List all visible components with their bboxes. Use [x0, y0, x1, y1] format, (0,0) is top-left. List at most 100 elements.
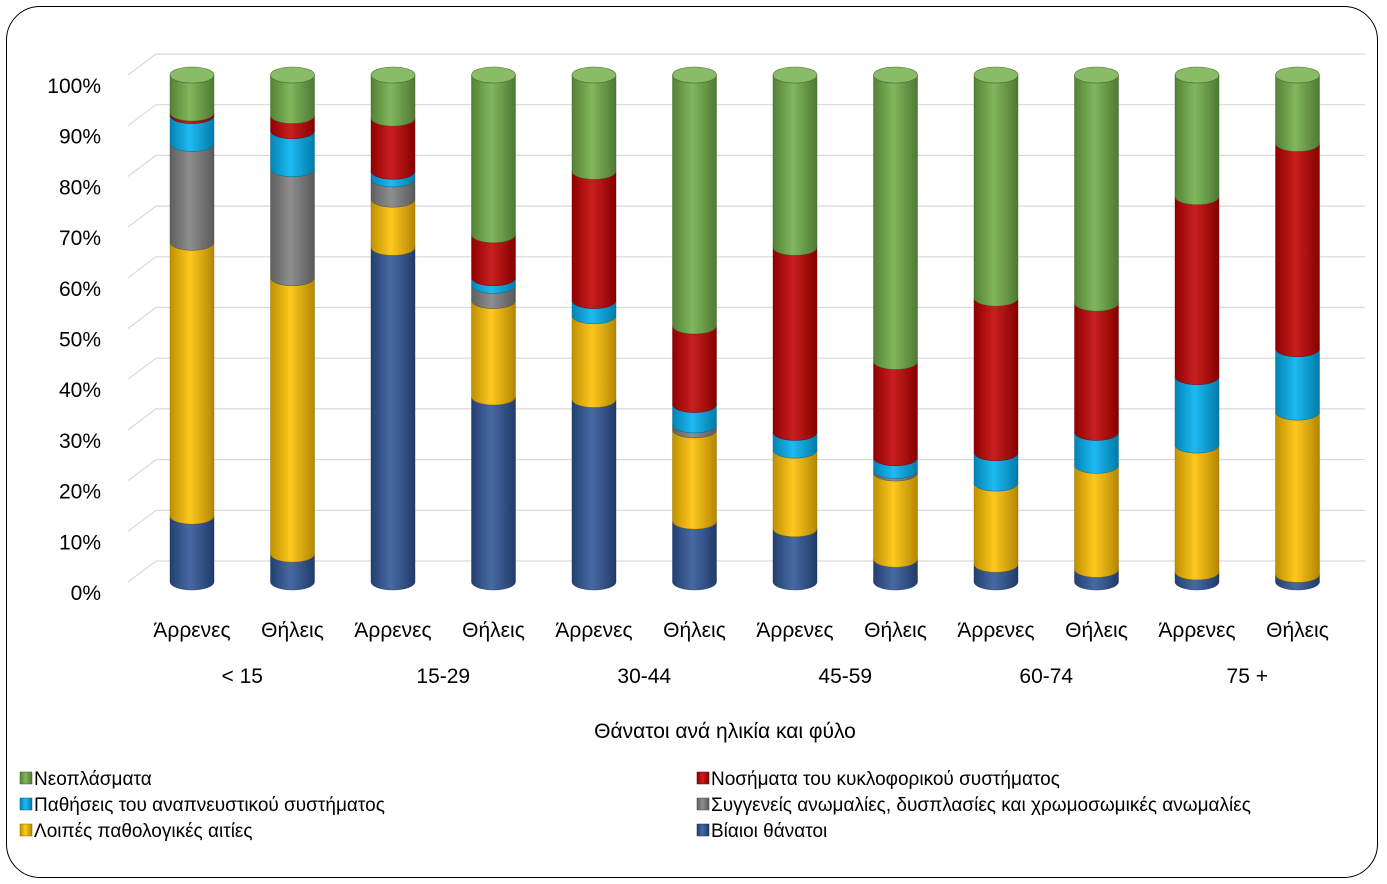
gridline-10 — [127, 509, 1365, 532]
y-tick-label: 0% — [71, 582, 101, 605]
bar-segment — [471, 300, 516, 406]
bar-cap — [873, 66, 918, 84]
gridline-0 — [127, 560, 1365, 583]
bar-cap — [471, 66, 516, 84]
y-tick-label: 30% — [59, 430, 101, 453]
bar-segment — [1074, 465, 1119, 578]
bar-segment — [169, 143, 215, 251]
bar-cap — [169, 66, 215, 84]
x-axis-categories: Άρρενες Θήλεις Άρρενες Θήλεις Άρρενες Θήλεις Ά… — [153, 619, 1328, 642]
bar-cap — [571, 66, 617, 84]
bar-segment — [672, 429, 717, 530]
legend-swatch — [19, 771, 33, 785]
x-group-label: 15-29 — [416, 665, 470, 688]
x-category-label: Άρρενες — [756, 619, 833, 642]
x-category-label: Άρρενες — [153, 619, 230, 642]
gridline-60 — [127, 256, 1365, 279]
legend-swatch — [696, 771, 710, 785]
bars — [169, 66, 1320, 591]
bar-segment — [1174, 196, 1220, 385]
legend-label: Νεοπλάσματα — [34, 769, 152, 790]
bar-segment — [471, 396, 516, 591]
bar-segment — [1275, 143, 1320, 357]
legend-label: Βίαιοι θάνατοι — [711, 821, 827, 842]
bar-segment — [973, 298, 1019, 461]
bar-segment — [1074, 74, 1119, 312]
bar-segment — [1275, 74, 1320, 152]
bar-segment — [1174, 74, 1220, 205]
bar-segment — [270, 277, 315, 563]
x-category-label: Θήλεις — [462, 619, 525, 642]
y-tick-label: 90% — [59, 126, 101, 149]
gridline-30 — [127, 408, 1365, 431]
x-category-label: Άρρενες — [1158, 619, 1235, 642]
bar-cap — [672, 66, 717, 84]
bar-cap — [1174, 66, 1220, 84]
y-tick-label: 10% — [59, 531, 101, 554]
bar-segment — [571, 74, 617, 180]
y-tick-label: 70% — [59, 227, 101, 250]
gridline-80 — [127, 154, 1365, 177]
y-tick-label: 60% — [59, 278, 101, 301]
bar-segment — [169, 242, 215, 525]
bar-segment — [571, 315, 617, 408]
x-category-label: Άρρενες — [555, 619, 632, 642]
bar-segment — [370, 118, 416, 180]
bar-segment — [772, 450, 818, 537]
bar-segment — [370, 199, 416, 256]
bar-segment — [1074, 303, 1119, 441]
y-axis-ticks: 0% 10% 20% 30% 40% 50% 60% 70% 80% 90% 100% — [47, 75, 101, 605]
legend-swatch — [696, 797, 710, 811]
bar-cap — [1275, 66, 1320, 84]
x-group-label: < 15 — [222, 665, 263, 688]
gridline-100 — [127, 53, 1365, 76]
bar-segment — [571, 171, 617, 309]
bar-segment — [772, 247, 818, 441]
gridlines — [127, 53, 1365, 583]
x-category-label: Θήλεις — [864, 619, 927, 642]
bar-segment — [873, 472, 918, 568]
y-tick-label: 100% — [47, 75, 101, 98]
bar-segment — [772, 74, 818, 256]
legend-swatch — [696, 823, 710, 837]
bar-segment — [1174, 445, 1220, 581]
x-category-label: Θήλεις — [261, 619, 324, 642]
bar-segment — [672, 521, 717, 591]
bar-segment — [772, 528, 818, 591]
bar-segment — [169, 516, 215, 591]
bar-cap — [973, 66, 1019, 84]
bar-cap — [772, 66, 818, 84]
gridline-40 — [127, 357, 1365, 380]
bar-segment — [973, 74, 1019, 307]
x-group-label: 30-44 — [617, 665, 671, 688]
x-category-label: Θήλεις — [1266, 619, 1329, 642]
bar-segment — [1275, 348, 1320, 421]
gridline-20 — [127, 459, 1365, 482]
gridline-50 — [127, 306, 1365, 329]
bar-segment — [370, 247, 416, 591]
legend: Νεοπλάσματα Νοσήματα του κυκλοφορικού συσ… — [19, 769, 1251, 842]
x-group-label: 60-74 — [1019, 665, 1073, 688]
bar-segment — [873, 361, 918, 466]
bar-cap — [370, 66, 416, 84]
legend-label: Λοιπές παθολογικές αιτίες — [34, 821, 253, 842]
y-tick-label: 40% — [59, 379, 101, 402]
x-group-label: 75 + — [1227, 665, 1268, 688]
legend-swatch — [19, 823, 33, 837]
bar-segment — [1275, 412, 1320, 583]
legend-swatch — [19, 797, 33, 811]
bar-segment — [270, 168, 315, 286]
legend-label: Συγγενείς ανωμαλίες, δυσπλασίες και χρωμ… — [711, 795, 1251, 816]
bar-segment — [973, 483, 1019, 573]
x-category-label: Άρρενες — [957, 619, 1034, 642]
x-category-label: Θήλεις — [1065, 619, 1128, 642]
bar-segment — [1174, 376, 1220, 454]
y-tick-label: 50% — [59, 329, 101, 352]
gridline-70 — [127, 205, 1365, 228]
bar-cap — [270, 66, 315, 84]
bar-segment — [672, 74, 717, 335]
x-category-label: Θήλεις — [663, 619, 726, 642]
y-tick-label: 80% — [59, 176, 101, 199]
bar-segment — [672, 325, 717, 413]
